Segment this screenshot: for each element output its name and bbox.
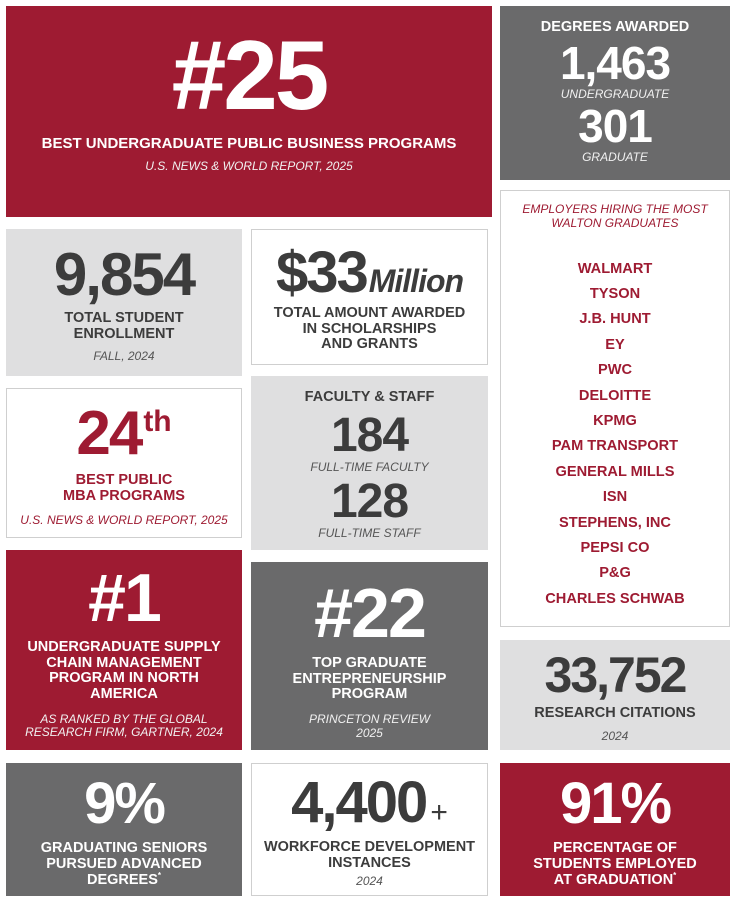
- enrollment-tile: 9,854 TOTAL STUDENT ENROLLMENT FALL, 202…: [6, 229, 242, 376]
- workforce-value-row: 4,400 +: [252, 774, 487, 832]
- mba-label-line1: BEST PUBLIC: [75, 472, 173, 488]
- faculty-staff-tile: FACULTY & STAFF 184 FULL-TIME FACULTY 12…: [251, 376, 488, 550]
- entrepreneurship-value: #22: [314, 574, 427, 652]
- scholarships-label-line1: TOTAL AMOUNT AWARDED: [273, 305, 466, 321]
- workforce-plus: +: [430, 796, 448, 829]
- employer-item: GENERAL MILLS: [555, 463, 675, 480]
- supply-label-line4: AMERICA: [90, 685, 158, 702]
- scholarships-label-line2: IN SCHOLARSHIPS: [302, 320, 437, 337]
- workforce-label-line1: WORKFORCE DEVELOPMENT: [263, 839, 476, 855]
- degrees-undergrad-value: 1,463: [559, 36, 671, 89]
- advanced-label-line2: PURSUED ADVANCED: [46, 855, 202, 872]
- advanced-degrees-tile: 9% GRADUATING SENIORS PURSUED ADVANCED D…: [6, 763, 242, 896]
- employed-label-line2: STUDENTS EMPLOYED: [533, 855, 697, 872]
- workforce-source: 2024: [356, 874, 383, 889]
- rank-25-label: BEST UNDERGRADUATE PUBLIC BUSINESS PROGR…: [41, 135, 457, 152]
- advanced-mark: *: [157, 871, 162, 881]
- staff-value: 128: [330, 475, 409, 529]
- workforce-tile: 4,400 + WORKFORCE DEVELOPMENT INSTANCES …: [251, 763, 488, 896]
- staff-label: FULL-TIME STAFF: [318, 526, 421, 541]
- faculty-label: FULL-TIME FACULTY: [310, 459, 429, 474]
- entrepreneurship-source-line2: 2025: [356, 725, 383, 740]
- scholarships-label-line3: AND GRANTS: [321, 336, 418, 353]
- rank-25-value: #25: [171, 20, 330, 130]
- employed-tile: 91% PERCENTAGE OF STUDENTS EMPLOYED AT G…: [500, 763, 730, 896]
- supply-source-line2: RESEARCH FIRM, GARTNER, 2024: [25, 725, 223, 740]
- employer-item: DELOITTE: [578, 387, 652, 404]
- employer-item: J.B. HUNT: [579, 311, 651, 328]
- scholarships-unit: Million: [368, 263, 464, 299]
- scholarships-value: $33: [275, 240, 369, 305]
- employer-item: P&G: [599, 565, 631, 582]
- citations-value: 33,752: [544, 647, 688, 703]
- employers-tile: EMPLOYERS HIRING THE MOST WALTON GRADUAT…: [500, 190, 730, 627]
- rank-25-tile: #25 BEST UNDERGRADUATE PUBLIC BUSINESS P…: [6, 6, 492, 217]
- advanced-label-line3: DEGREES: [86, 872, 158, 889]
- entrepreneurship-tile: #22 TOP GRADUATE ENTREPRENEURSHIP PROGRA…: [251, 562, 488, 750]
- employer-item: PWC: [597, 362, 633, 379]
- employer-item: PAM TRANSPORT: [551, 438, 679, 455]
- supply-label-line1: UNDERGRADUATE SUPPLY: [27, 639, 221, 655]
- employer-item: PEPSI CO: [580, 540, 650, 557]
- mba-label-line2: MBA PROGRAMS: [63, 487, 185, 504]
- employer-item: CHARLES SCHWAB: [545, 590, 685, 607]
- supply-chain-tile: #1 UNDERGRADUATE SUPPLY CHAIN MANAGEMENT…: [6, 550, 242, 750]
- employer-item: TYSON: [589, 286, 641, 302]
- faculty-value: 184: [330, 408, 409, 462]
- entrepreneurship-label-line3: PROGRAM: [331, 686, 408, 703]
- employed-value: 91%: [559, 771, 672, 836]
- employed-label-line3-row: AT GRADUATION*: [500, 871, 730, 889]
- citations-source: 2024: [601, 728, 629, 743]
- mba-tile: 24 th BEST PUBLIC MBA PROGRAMS U.S. NEWS…: [6, 388, 242, 538]
- citations-label: RESEARCH CITATIONS: [534, 705, 696, 721]
- degrees-undergrad-label: UNDERGRADUATE: [560, 86, 670, 101]
- mba-value-row: 24 th: [7, 403, 241, 465]
- faculty-title: FACULTY & STAFF: [304, 389, 435, 405]
- degrees-title: DEGREES AWARDED: [540, 19, 690, 35]
- supply-label-line3: PROGRAM IN NORTH: [49, 670, 199, 687]
- degrees-grad-value: 301: [578, 100, 653, 153]
- scholarships-tile: $33 Million TOTAL AMOUNT AWARDED IN SCHO…: [251, 229, 488, 365]
- employer-item: ISN: [602, 489, 628, 506]
- supply-source-line1: AS RANKED BY THE GLOBAL: [40, 711, 208, 726]
- employed-mark: *: [673, 871, 677, 881]
- mba-source: U.S. NEWS & WORLD REPORT, 2025: [20, 513, 228, 528]
- employers-list: WALMART TYSON J.B. HUNT EY PWC DELOITTE …: [501, 257, 729, 613]
- employers-title-line1: EMPLOYERS HIRING THE MOST: [522, 202, 708, 216]
- employer-item: KPMG: [593, 413, 637, 430]
- supply-value: #1: [88, 560, 162, 636]
- advanced-label-line3-row: DEGREES*: [6, 871, 242, 889]
- enrollment-source: FALL, 2024: [93, 349, 155, 364]
- mba-suffix: th: [143, 405, 172, 438]
- entrepreneurship-source-line1: PRINCETON REVIEW: [308, 711, 431, 726]
- employers-title-line2: WALTON GRADUATES: [551, 215, 679, 230]
- workforce-label-line2: INSTANCES: [328, 854, 411, 871]
- advanced-value: 9%: [84, 771, 166, 836]
- supply-label-line2: CHAIN MANAGEMENT: [46, 654, 202, 671]
- entrepreneurship-label-line1: TOP GRADUATE: [312, 655, 427, 671]
- employed-label-line3: AT GRADUATION: [553, 872, 674, 889]
- enrollment-label-line1: TOTAL STUDENT: [64, 310, 184, 326]
- scholarships-value-row: $33 Million: [252, 244, 487, 302]
- employer-item: EY: [605, 336, 625, 353]
- employer-item: STEPHENS, INC: [559, 514, 671, 531]
- workforce-value: 4,400: [291, 770, 428, 835]
- rank-25-source: U.S. NEWS & WORLD REPORT, 2025: [145, 159, 353, 174]
- degrees-awarded-tile: DEGREES AWARDED 1,463 UNDERGRADUATE 301 …: [500, 6, 730, 180]
- degrees-grad-label: GRADUATE: [582, 150, 648, 165]
- enrollment-value: 9,854: [53, 241, 196, 308]
- advanced-label-line1: GRADUATING SENIORS: [40, 840, 208, 856]
- mba-value: 24: [76, 399, 143, 468]
- employed-label-line1: PERCENTAGE OF: [553, 840, 677, 856]
- entrepreneurship-label-line2: ENTREPRENEURSHIP: [292, 670, 447, 687]
- enrollment-label-line2: ENROLLMENT: [73, 325, 175, 342]
- citations-tile: 33,752 RESEARCH CITATIONS 2024: [500, 640, 730, 750]
- employer-item: WALMART: [577, 260, 653, 277]
